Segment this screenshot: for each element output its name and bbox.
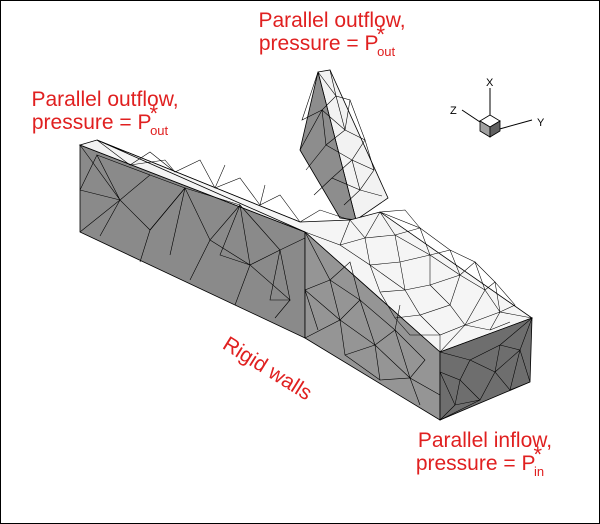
z-axis-label: Z	[450, 105, 457, 117]
label-inflow-sub: in	[534, 464, 545, 479]
label-outflow-left-sub: out	[150, 123, 169, 138]
triad-cube-right	[489, 120, 501, 138]
x-axis-label: X	[486, 77, 494, 89]
label-inflow-prefix: pressure = P	[415, 452, 536, 475]
back-branch	[299, 69, 389, 221]
label-outflow-top-sub: out	[377, 44, 396, 59]
label-inflow-star: *	[533, 442, 543, 467]
label-outflow-top-prefix: pressure = P	[258, 32, 379, 55]
label-outflow-top-line1: Parallel outflow,	[258, 9, 406, 32]
label-outflow-left-prefix: pressure = P	[31, 111, 152, 134]
label-outflow-top: Parallel outflow, pressure = P*out	[247, 9, 417, 60]
label-outflow-left-star: *	[149, 101, 159, 126]
label-outflow-top-star: *	[376, 22, 386, 47]
label-inflow-line1: Parallel inflow,	[417, 429, 553, 452]
y-axis-label: Y	[537, 117, 545, 129]
axis-triad: X Y Z	[450, 77, 545, 138]
label-outflow-left: Parallel outflow, pressure = P*out	[10, 88, 200, 139]
label-outflow-left-line1: Parallel outflow,	[31, 88, 179, 111]
label-inflow: Parallel inflow, pressure = P*in	[400, 429, 570, 480]
z-axis-line	[461, 109, 481, 123]
y-axis-line	[495, 119, 533, 131]
main-body	[78, 139, 533, 421]
